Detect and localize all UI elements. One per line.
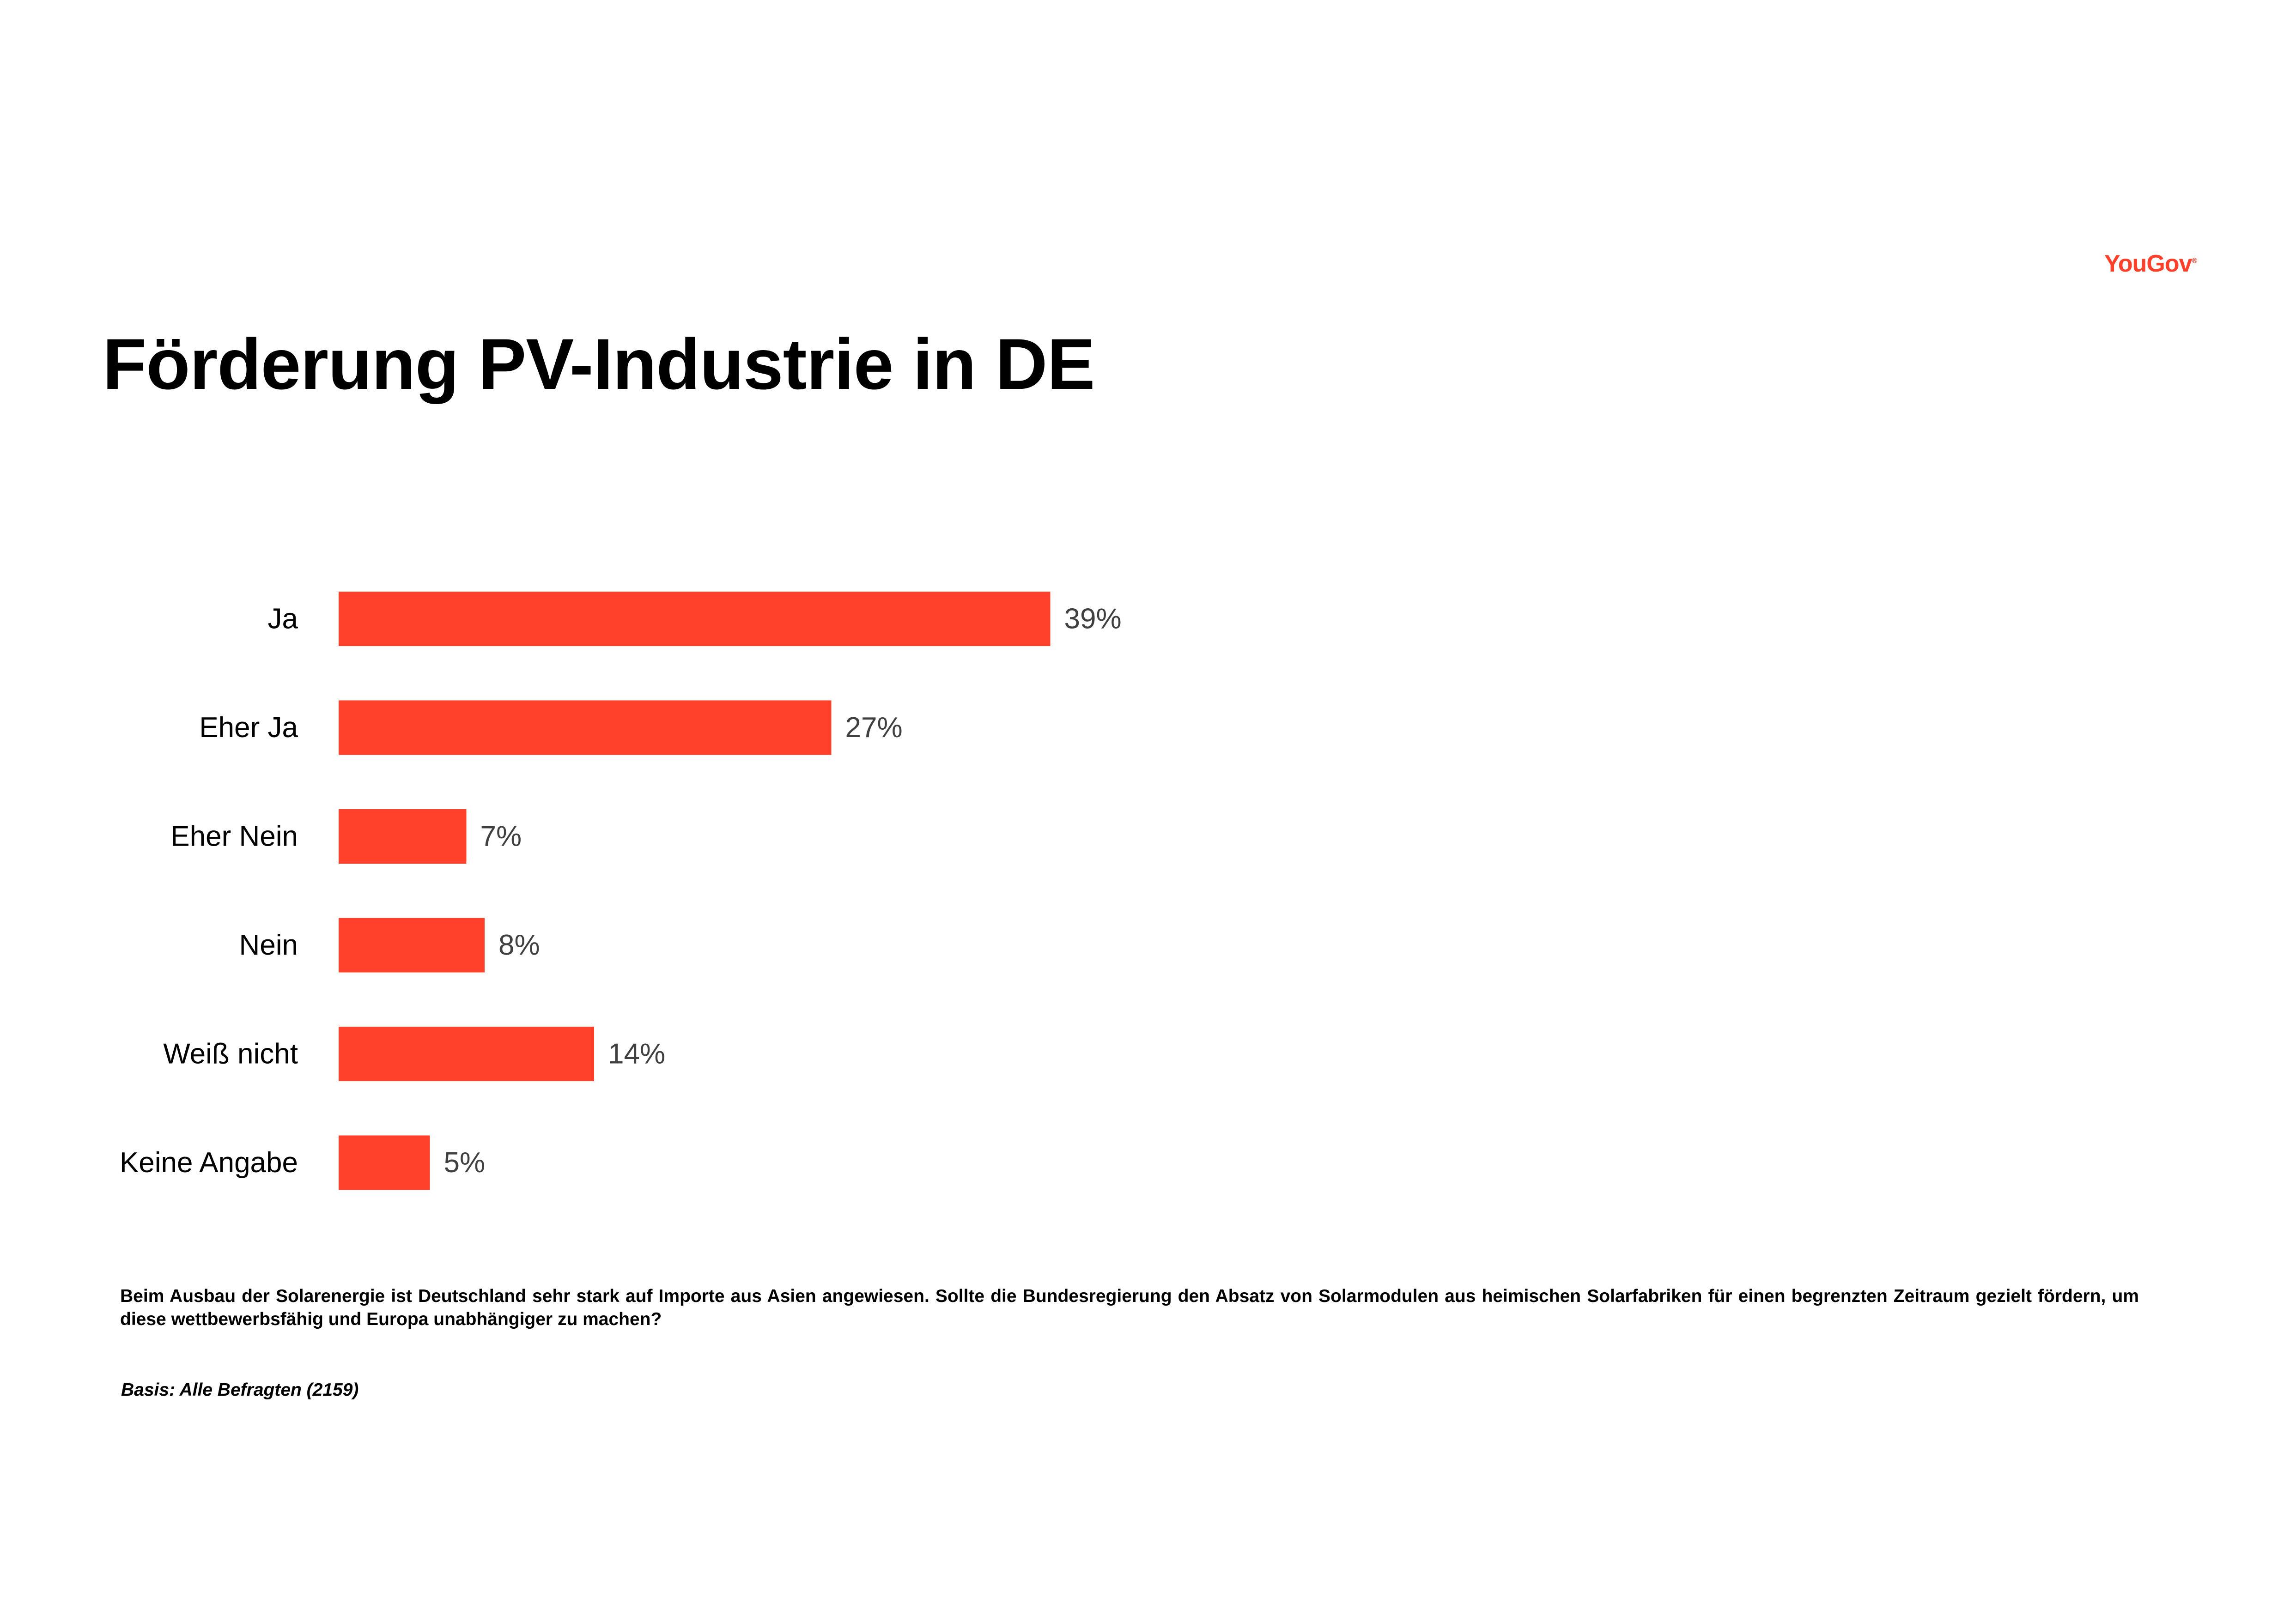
value-label: 27% xyxy=(845,712,903,744)
value-label: 39% xyxy=(1064,603,1122,635)
category-label: Nein xyxy=(239,929,298,961)
value-label: 7% xyxy=(480,821,522,853)
value-label: 5% xyxy=(444,1147,486,1179)
category-label: Keine Angabe xyxy=(120,1147,298,1179)
bar xyxy=(339,700,832,755)
bar xyxy=(339,1027,594,1081)
yougov-logo: YouGov® xyxy=(2104,252,2197,276)
survey-question: Beim Ausbau der Solarenergie ist Deutsch… xyxy=(120,1286,2139,1329)
value-label: 8% xyxy=(498,929,540,961)
category-label: Ja xyxy=(268,603,298,635)
bar xyxy=(339,809,467,864)
bar xyxy=(339,1135,430,1190)
value-label: 14% xyxy=(608,1038,665,1070)
logo-text: YouGov xyxy=(2104,250,2192,277)
sample-basis: Basis: Alle Befragten (2159) xyxy=(121,1380,359,1400)
category-label: Weiß nicht xyxy=(163,1038,298,1070)
bar xyxy=(339,918,485,973)
page-title: Förderung PV-Industrie in DE xyxy=(103,324,1095,405)
bar xyxy=(339,592,1051,646)
category-label: Eher Nein xyxy=(170,821,298,853)
category-label: Eher Ja xyxy=(199,712,298,744)
trademark-mark: ® xyxy=(2192,257,2197,265)
